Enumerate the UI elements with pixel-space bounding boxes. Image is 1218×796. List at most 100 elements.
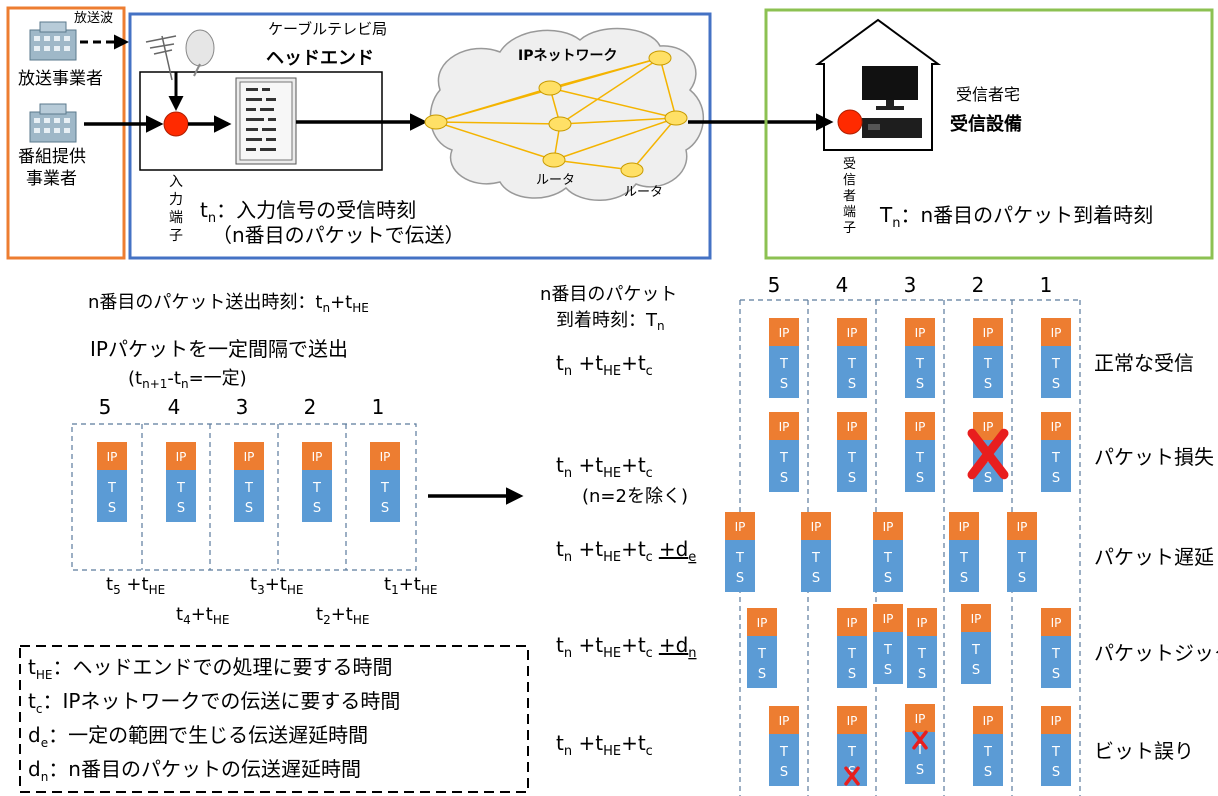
sender-packet-number: 4	[168, 395, 181, 419]
ip-label: IP	[883, 612, 894, 626]
ts-label-s: S	[960, 571, 968, 586]
ts-label-t: T	[779, 451, 788, 466]
ts-label-t: T	[915, 743, 924, 758]
ts-payload-block	[97, 470, 127, 522]
ip-header-block	[873, 604, 903, 632]
ts-label-s: S	[381, 501, 389, 516]
receiver-packet-number: 1	[1040, 273, 1053, 297]
receiver-packet: IP TS	[905, 704, 935, 784]
broadcaster-label: 放送事業者	[18, 69, 103, 89]
ts-label-s: S	[916, 377, 924, 392]
ts-payload-block	[166, 470, 196, 522]
receiver-packet: IP TS	[1007, 512, 1037, 592]
ts-label-t: T	[779, 745, 788, 760]
constant-interval-label: IPパケットを一定間隔で送出	[90, 337, 348, 361]
arrival-formula: tn +tHE+tc	[556, 453, 653, 481]
ts-payload-block	[949, 540, 979, 592]
ts-payload-block	[725, 540, 755, 592]
receiver-packet: IP TS	[907, 608, 937, 688]
ip-label: IP	[1051, 616, 1062, 630]
ts-label-t: T	[971, 643, 980, 658]
svg-text:力: 力	[169, 192, 183, 208]
ts-payload-block	[801, 540, 831, 592]
receiver-packet: IP TS	[837, 412, 867, 492]
receiver-packet: IP TS	[1041, 706, 1071, 786]
ts-payload-block	[769, 734, 799, 786]
receiver-terminal-dot	[837, 109, 863, 135]
ts-label-s: S	[848, 765, 856, 780]
ts-label-t: T	[1051, 357, 1060, 372]
ts-payload-block	[747, 636, 777, 688]
svg-text:信: 信	[843, 173, 856, 188]
arrival-formula: tn +tHE+tc	[556, 351, 653, 379]
router-icon	[538, 80, 562, 96]
ip-label: IP	[917, 616, 928, 630]
ip-label: IP	[757, 616, 768, 630]
ts-label-t: T	[983, 745, 992, 760]
svg-text:者: 者	[843, 189, 856, 204]
receiver-packet: IP TS	[1041, 318, 1071, 398]
ip-label: IP	[847, 616, 858, 630]
sender-packet: IP TS	[97, 442, 127, 522]
ip-label: IP	[779, 326, 790, 340]
ts-payload-block	[873, 540, 903, 592]
tn-definition: tn：入力信号の受信時刻	[200, 198, 416, 226]
svg-text:子: 子	[843, 221, 856, 236]
ip-header-block	[905, 318, 935, 346]
ip-label: IP	[915, 420, 926, 434]
ip-header-block	[905, 704, 935, 732]
receiver-packet-number: 3	[904, 273, 917, 297]
input-terminal-dot	[163, 111, 189, 137]
ip-header-block	[166, 442, 196, 470]
router-icon	[542, 152, 566, 168]
router-label-2: ルータ	[624, 185, 663, 200]
ip-header-block	[1041, 412, 1071, 440]
ip-header-block	[961, 604, 991, 632]
ip-header-block	[302, 442, 332, 470]
ts-label-s: S	[108, 501, 116, 516]
ts-label-t: T	[915, 357, 924, 372]
ip-header-block	[769, 318, 799, 346]
ts-label-t: T	[1017, 551, 1026, 566]
receiver-packet: IP TS	[747, 608, 777, 688]
ts-label-s: S	[313, 501, 321, 516]
receiver-packet: IP TS	[837, 608, 867, 688]
ip-header-block	[1041, 608, 1071, 636]
router-icon	[664, 110, 688, 126]
ip-label: IP	[735, 520, 746, 534]
svg-text:端: 端	[843, 205, 856, 220]
broadcaster-box	[6, 6, 126, 260]
router-icon	[648, 50, 672, 66]
receiver-row-label: パケットジッタ	[1094, 641, 1218, 665]
ts-label-s: S	[177, 501, 185, 516]
svg-text:子: 子	[169, 228, 183, 244]
ts-label-s: S	[848, 667, 856, 682]
receiver-row-label: パケット損失	[1094, 445, 1214, 469]
ts-label-s: S	[884, 571, 892, 586]
ip-label: IP	[176, 450, 187, 464]
ts-label-s: S	[1018, 571, 1026, 586]
ts-label-t: T	[847, 745, 856, 760]
ts-payload-block	[837, 346, 867, 398]
svg-text:端: 端	[169, 210, 183, 226]
router-icon	[620, 162, 644, 178]
arrival-note: (n=2を除く)	[582, 486, 688, 507]
receiver-packet: IP TS	[961, 604, 991, 684]
ts-payload-block	[973, 346, 1003, 398]
input-terminal-label: 入 力 端 子	[169, 174, 183, 244]
ts-label-s: S	[984, 377, 992, 392]
arrival-formula: tn +tHE+tc +de	[556, 537, 696, 565]
server-rack-icon	[235, 77, 297, 165]
ts-label-t: T	[915, 451, 924, 466]
ts-label-t: T	[107, 481, 116, 496]
error-x-mark	[844, 766, 860, 786]
legend-item: tHE：ヘッドエンドでの処理に要する時間	[28, 655, 392, 682]
receiver-home-box	[764, 8, 1214, 260]
legend-item: tc：IPネットワークでの伝送に要する時間	[28, 689, 400, 716]
ts-label-t: T	[883, 551, 892, 566]
satellite-dish-icon	[185, 29, 215, 77]
ip-label: IP	[107, 450, 118, 464]
ip-label: IP	[847, 420, 858, 434]
ip-header-block	[769, 706, 799, 734]
arrival-formula: tn +tHE+tc +dn	[556, 633, 697, 661]
